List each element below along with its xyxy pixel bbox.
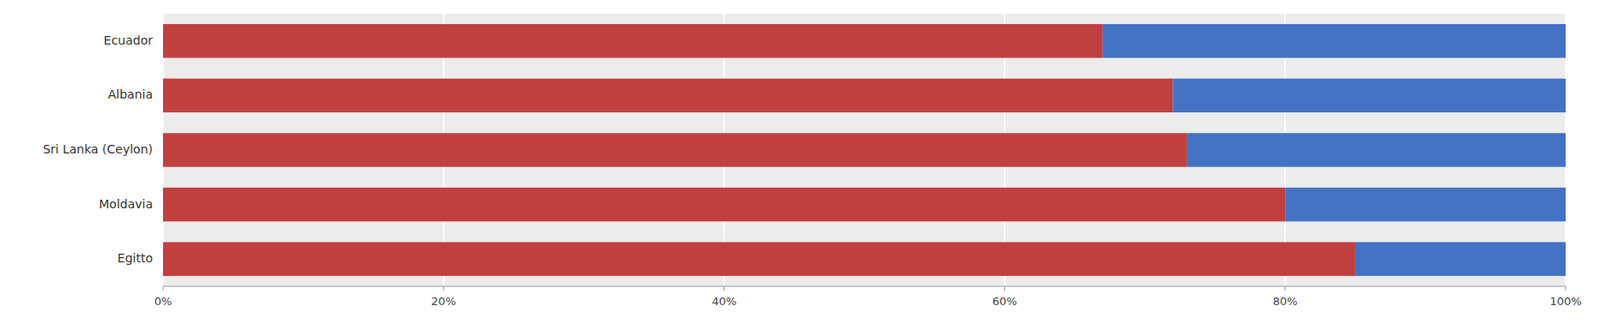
x-axis-line [163,286,1566,288]
bar-segment [1172,78,1566,113]
chart-container: 0% 20% 40% 60% 80% 100% Egitto Moldavia Sri Lank… [0,0,1600,324]
bar-segment [163,24,1104,58]
bar-segment [163,187,1285,222]
bars [163,24,1566,277]
y-axis: Egitto Moldavia Sri Lanka (Ceylon) Albania E… [42,33,153,266]
y-tick-label: Moldavia [98,197,153,212]
bar-segment [1355,242,1566,276]
x-tick-label: 100% [1549,295,1582,309]
plot-background [163,13,1566,287]
x-tick-label: 60% [992,295,1018,309]
bar-segment [1103,24,1566,58]
x-tick [442,286,444,291]
x-tick [1565,286,1567,291]
x-tick [1284,286,1286,291]
x-tick-label: 20% [430,295,456,309]
bar-segment [1284,187,1566,222]
x-tick [1004,286,1006,291]
grid [163,13,1566,287]
y-tick-label: Ecuador [103,33,153,48]
y-tick-label: Sri Lanka (Ceylon) [42,142,153,157]
x-axis: 0% 20% 40% 60% 80% 100% [154,286,1582,309]
bar-segment [163,242,1356,276]
y-tick-label: Egitto [117,251,153,266]
x-tick [163,286,164,291]
y-tick-label: Albania [108,87,153,102]
chart-svg: 0% 20% 40% 60% 80% 100% Egitto Moldavia Sri Lank… [0,0,1600,324]
bar-segment [163,78,1173,113]
x-tick-label: 0% [154,295,173,309]
x-tick [723,286,725,291]
bar-segment [163,133,1188,167]
bar-segment [1187,133,1566,167]
x-tick-label: 80% [1272,295,1298,309]
x-tick-label: 40% [711,295,737,309]
